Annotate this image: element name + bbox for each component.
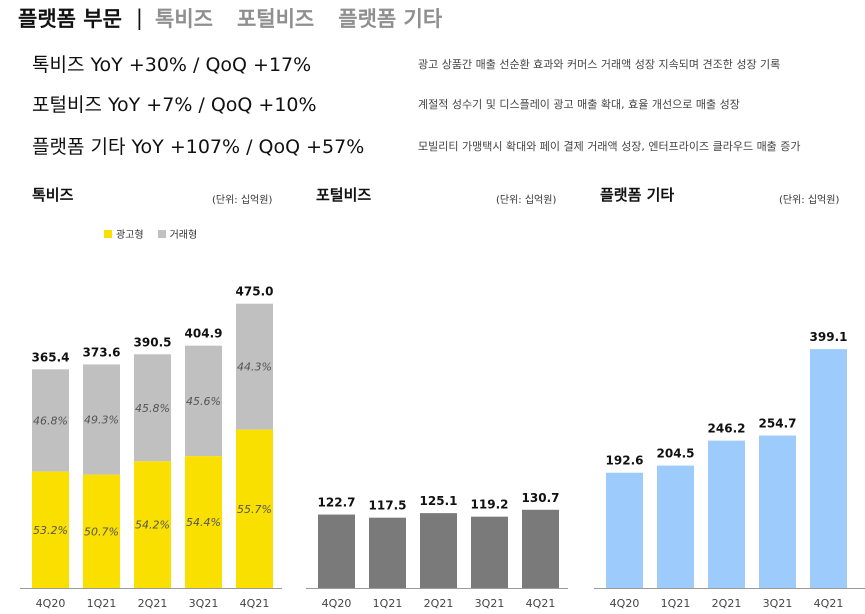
data-label-transaction-share: 46.8% bbox=[33, 414, 68, 427]
x-tick-label: 2Q21 bbox=[712, 597, 742, 610]
legend-label-ad: 광고형 bbox=[116, 230, 144, 241]
data-label-total: 475.0 bbox=[236, 285, 274, 299]
growth-description: 광고 상품간 매출 선순환 효과와 커머스 거래액 성장 지속되며 견조한 성장… bbox=[418, 58, 781, 71]
data-label-ad-share: 55.7% bbox=[237, 503, 272, 516]
data-label: 192.6 bbox=[606, 454, 644, 468]
data-label-total: 373.6 bbox=[83, 345, 121, 359]
bar bbox=[657, 465, 694, 588]
bar bbox=[369, 517, 406, 588]
bar bbox=[759, 435, 796, 588]
data-label-transaction-share: 49.3% bbox=[84, 414, 119, 427]
x-tick-label: 2Q21 bbox=[138, 597, 168, 610]
data-label-ad-share: 50.7% bbox=[84, 525, 119, 538]
legend-swatch-ad bbox=[104, 229, 112, 238]
growth-label: 톡비즈 YoY +30% / QoQ +17% bbox=[32, 54, 312, 76]
bar-ad bbox=[32, 471, 69, 588]
x-tick-label: 3Q21 bbox=[475, 597, 505, 610]
data-label: 117.5 bbox=[369, 499, 407, 513]
bar-ad bbox=[134, 461, 171, 588]
data-label-total: 390.5 bbox=[134, 335, 172, 349]
growth-row-portalbiz: 포털비즈 YoY +7% / QoQ +10% 계절적 성수기 및 디스플레이 … bbox=[0, 90, 865, 120]
legend-label-transaction: 거래형 bbox=[169, 230, 198, 241]
x-tick-label: 4Q20 bbox=[610, 597, 640, 610]
growth-row-talkbiz: 톡비즈 YoY +30% / QoQ +17% 광고 상품간 매출 선순환 효과… bbox=[0, 50, 865, 80]
legend-item-transaction: 거래형 bbox=[157, 226, 198, 241]
bar bbox=[420, 513, 457, 588]
legend-item-ad: 광고형 bbox=[104, 226, 144, 241]
data-label: 399.1 bbox=[810, 330, 848, 344]
tab-talkbiz[interactable]: 톡비즈 bbox=[155, 7, 213, 31]
chart-title-talkbiz: 톡비즈 bbox=[32, 186, 74, 204]
bar-transaction bbox=[134, 354, 171, 462]
bar-ad bbox=[185, 456, 222, 588]
growth-label: 포털비즈 YoY +7% / QoQ +10% bbox=[32, 94, 317, 116]
data-label-total: 404.9 bbox=[185, 327, 223, 341]
data-label: 246.2 bbox=[708, 422, 746, 436]
bar-ad bbox=[83, 474, 120, 588]
platform-header: 플랫폼 부문 | 톡비즈 포털비즈 플랫폼 기타 bbox=[18, 2, 466, 34]
header-separator: | bbox=[135, 6, 143, 30]
bar bbox=[471, 516, 508, 588]
chart-legend-talkbiz: 광고형 거래형 bbox=[104, 226, 211, 241]
x-tick-label: 4Q21 bbox=[814, 597, 844, 610]
bar-transaction bbox=[32, 369, 69, 472]
bar bbox=[810, 349, 847, 588]
legend-swatch-transaction bbox=[157, 229, 166, 238]
bar bbox=[606, 472, 643, 588]
bar bbox=[708, 440, 745, 588]
growth-description: 모빌리티 가맹택시 확대와 페이 결제 거래액 성장, 엔터프라이즈 클라우드 … bbox=[418, 140, 801, 153]
bar-transaction bbox=[185, 345, 222, 457]
data-label: 130.7 bbox=[522, 491, 560, 505]
x-tick-label: 3Q21 bbox=[763, 597, 793, 610]
data-label: 119.2 bbox=[471, 498, 509, 512]
chart-unit-portalbiz: (단위: 십억원) bbox=[496, 195, 557, 206]
x-tick-label: 2Q21 bbox=[424, 597, 454, 610]
data-label-transaction-share: 44.3% bbox=[237, 361, 272, 374]
chart-title-platform-other: 플랫폼 기타 bbox=[600, 186, 675, 204]
x-tick-label: 1Q21 bbox=[87, 597, 117, 610]
data-label: 122.7 bbox=[318, 496, 356, 510]
growth-row-platform-other: 플랫폼 기타 YoY +107% / QoQ +57% 모빌리티 가맹택시 확대… bbox=[0, 132, 865, 162]
x-tick-label: 4Q21 bbox=[240, 597, 270, 610]
growth-label: 플랫폼 기타 YoY +107% / QoQ +57% bbox=[32, 136, 365, 158]
chart-title-portalbiz: 포털비즈 bbox=[316, 186, 372, 204]
tab-portalbiz[interactable]: 포털비즈 bbox=[236, 7, 315, 31]
x-tick-label: 1Q21 bbox=[661, 597, 691, 610]
data-label: 204.5 bbox=[657, 447, 695, 461]
data-label-total: 365.4 bbox=[32, 350, 70, 364]
data-label-ad-share: 53.2% bbox=[33, 524, 68, 537]
chart-unit-talkbiz: (단위: 십억원) bbox=[212, 195, 273, 206]
data-label-ad-share: 54.2% bbox=[135, 519, 170, 532]
x-tick-label: 1Q21 bbox=[373, 597, 403, 610]
data-label-transaction-share: 45.8% bbox=[135, 402, 170, 415]
bar-ad bbox=[236, 429, 273, 588]
data-label: 254.7 bbox=[759, 417, 797, 431]
data-label-ad-share: 54.4% bbox=[186, 516, 221, 529]
data-label-transaction-share: 45.6% bbox=[186, 395, 221, 408]
x-tick-label: 4Q20 bbox=[322, 597, 352, 610]
x-tick-label: 4Q20 bbox=[36, 597, 66, 610]
bar bbox=[318, 514, 355, 588]
chart-unit-platform-other: (단위: 십억원) bbox=[779, 195, 840, 206]
tab-platform-division[interactable]: 플랫폼 부문 bbox=[18, 7, 122, 31]
x-tick-label: 3Q21 bbox=[189, 597, 219, 610]
bar bbox=[522, 509, 559, 588]
x-tick-label: 4Q21 bbox=[526, 597, 556, 610]
tab-platform-other[interactable]: 플랫폼 기타 bbox=[338, 7, 443, 31]
bar-transaction bbox=[236, 303, 273, 430]
growth-description: 계절적 성수기 및 디스플레이 광고 매출 확대, 효율 개선으로 매출 성장 bbox=[418, 98, 740, 111]
data-label: 125.1 bbox=[420, 494, 458, 508]
bar-transaction bbox=[83, 364, 120, 475]
